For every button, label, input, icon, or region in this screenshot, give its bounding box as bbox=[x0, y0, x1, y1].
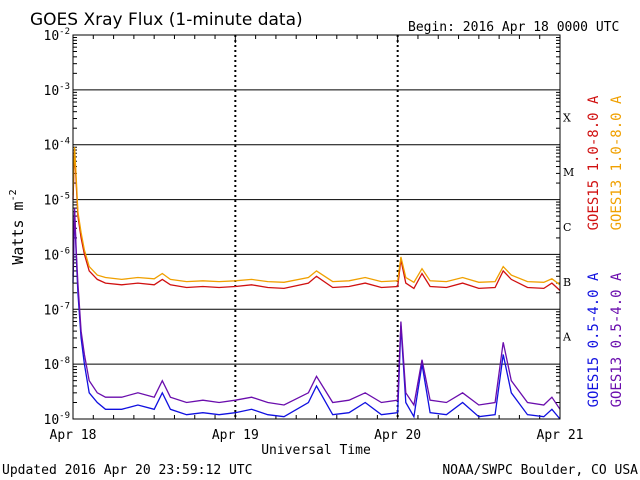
y-tick-label: 10-3 bbox=[44, 82, 71, 99]
plot-frame bbox=[72, 34, 561, 420]
legend-entry: GOES15 1.0-8.0 A bbox=[586, 95, 602, 230]
grid-lines bbox=[72, 34, 561, 420]
y-tick-label: 10-4 bbox=[44, 137, 71, 154]
legend: GOES15 1.0-8.0 A GOES13 1.0-8.0 A GOES15 0… bbox=[586, 95, 625, 407]
x-tick-label: Apr 20 bbox=[374, 428, 421, 443]
legend-entry: GOES15 0.5-4.0 A bbox=[586, 272, 602, 407]
series-line bbox=[72, 149, 561, 291]
y-tick-label: 10-5 bbox=[44, 192, 71, 209]
x-axis-label: Universal Time bbox=[261, 443, 371, 458]
y-tick-label: 10-2 bbox=[44, 27, 71, 44]
begin-time: Begin: 2016 Apr 18 0000 UTC bbox=[408, 20, 619, 35]
x-tick-label: Apr 21 bbox=[537, 428, 584, 443]
flare-class-label: A bbox=[562, 331, 572, 344]
flare-class-label: B bbox=[563, 276, 571, 289]
y-tick-label: 10-9 bbox=[44, 411, 71, 428]
credit: NOAA/SWPC Boulder, CO USA bbox=[442, 463, 638, 478]
series-line bbox=[72, 211, 561, 420]
series-group bbox=[72, 147, 561, 420]
chart-title: GOES Xray Flux (1-minute data) bbox=[30, 10, 303, 30]
y-tick-label: 10-7 bbox=[44, 301, 71, 318]
x-tick-labels: Apr 18 Apr 19 Apr 20 Apr 21 bbox=[50, 428, 584, 443]
updated-time: Updated 2016 Apr 20 23:59:12 UTC bbox=[2, 463, 252, 478]
series-line bbox=[72, 208, 561, 410]
flare-class-label: X bbox=[563, 111, 571, 124]
y-axis-label-text: Watts m bbox=[9, 201, 27, 264]
flare-class-label: C bbox=[563, 221, 571, 234]
legend-entry: GOES13 1.0-8.0 A bbox=[609, 95, 625, 230]
y-tick-labels: 10-9 10-8 10-7 10-6 10-5 10-4 10-3 10-2 bbox=[44, 27, 71, 428]
y-tick-label: 10-8 bbox=[44, 356, 71, 373]
y-tick-label: 10-6 bbox=[44, 246, 71, 263]
y-axis-label: Watts m-2 bbox=[8, 189, 27, 264]
legend-entry: GOES13 0.5-4.0 A bbox=[609, 272, 625, 407]
flare-class-label: M bbox=[563, 166, 574, 179]
y-axis-label-sup: -2 bbox=[8, 189, 19, 201]
x-tick-label: Apr 19 bbox=[212, 428, 259, 443]
series-line bbox=[72, 147, 561, 286]
flare-class-labels: A B C M X bbox=[562, 111, 574, 343]
x-tick-label: Apr 18 bbox=[50, 428, 97, 443]
